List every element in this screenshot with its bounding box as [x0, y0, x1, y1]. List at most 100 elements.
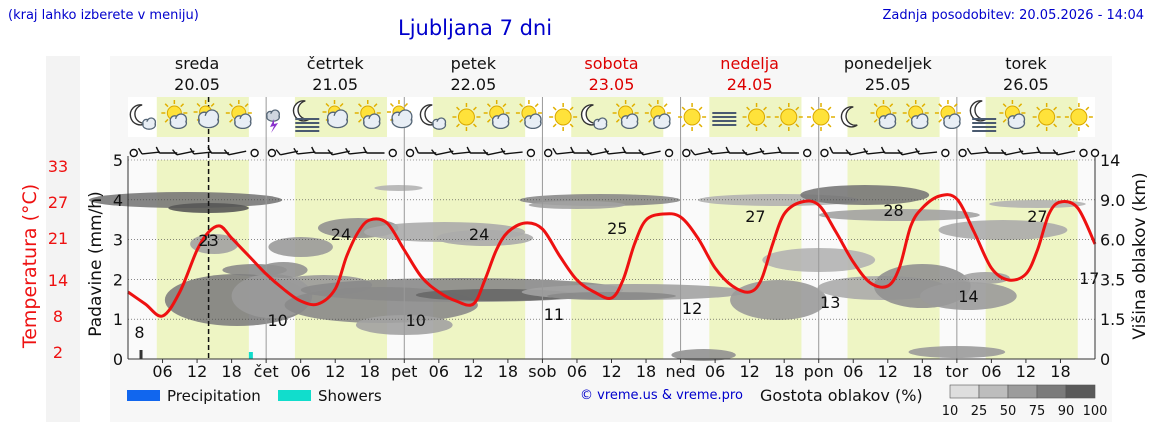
day-date: 25.05 [865, 75, 911, 94]
wind-barb-icon [414, 146, 437, 154]
sun-cloud-icon [483, 100, 510, 130]
temp-tick-label: 21 [48, 229, 68, 248]
wind-calm-icon [405, 148, 415, 158]
temperature-label: 17 [1079, 269, 1099, 288]
day-name: sobota [584, 54, 638, 73]
temperature-label: 24 [469, 225, 489, 244]
wind-barb-icon [223, 149, 247, 156]
temp-tick-label: 2 [53, 343, 63, 362]
wind-barb-icon [1052, 149, 1076, 156]
temp-axis-label: Temperatura (°C) [19, 184, 41, 349]
moon-icon [840, 106, 858, 128]
sun-cloud-icon [934, 100, 961, 130]
temperature-label: 27 [745, 207, 765, 226]
x-tick-label: 12 [325, 362, 345, 381]
moon-cloud-icon [419, 104, 447, 130]
wind-calm-icon [803, 148, 812, 158]
temperature-label: 27 [1027, 207, 1047, 226]
cloud-blob [671, 349, 736, 361]
region-note[interactable]: (kraj lahko izberete v meniju) [8, 8, 199, 23]
cloud-blob [547, 292, 676, 300]
day-date: 24.05 [727, 75, 773, 94]
temp-tick-label: 14 [48, 271, 68, 290]
wind-barb-icon [604, 147, 627, 155]
wind-calm-icon [267, 148, 277, 158]
cloud-density-level: 100 [1083, 404, 1108, 419]
credit-text[interactable]: © vreme.us & vreme.pro [580, 388, 743, 403]
cloud-blob [938, 220, 1068, 240]
day-name: nedelja [720, 54, 779, 73]
temp-tick-label: 33 [48, 157, 68, 176]
precip-tick-label: 1 [113, 310, 123, 329]
day-name: četrtek [307, 54, 365, 73]
x-tick-label: 18 [221, 362, 241, 381]
wind-barb-icon [914, 147, 938, 155]
sun-icon [452, 103, 481, 131]
cloud-icon [322, 100, 349, 129]
wind-barb-icon [863, 147, 886, 155]
temp-tick-label: 27 [48, 193, 68, 212]
wind-barb-icon [880, 146, 903, 154]
x-tick-label: 06 [705, 362, 725, 381]
wind-barb-icon [552, 147, 575, 155]
sun-icon [1032, 103, 1061, 131]
cloud-density-swatch [1065, 384, 1096, 399]
fog-icon [712, 112, 737, 126]
cloud-density-title: Gostota oblakov (%) [760, 386, 923, 405]
cloud-blob [800, 185, 930, 205]
x-tick-label: tor [946, 362, 969, 381]
cloud-blob [268, 237, 333, 257]
cloud-density-swatch [978, 384, 1009, 399]
wind-barb-icon [741, 149, 765, 156]
x-tick-label: 06 [981, 362, 1001, 381]
sun-cloud-icon [612, 100, 639, 130]
wind-barbs-layer [129, 146, 1100, 158]
wind-barb-icon [1036, 146, 1058, 154]
wind-barb-icon [707, 147, 730, 155]
sun-cloud-icon [870, 100, 897, 130]
temperature-label: 23 [198, 231, 218, 250]
sun-cloud-icon [161, 100, 188, 130]
temperature-label: 10 [267, 311, 287, 330]
cloud-density-level: 10 [942, 404, 959, 419]
left-axis-panel [46, 56, 80, 422]
wind-barb-icon [207, 146, 230, 154]
cloud-density-swatch [949, 384, 980, 399]
x-tick-label: 06 [429, 362, 449, 381]
wind-barb-icon [327, 149, 350, 156]
legend-layer: Precipitation Showers Gostota oblakov (%) 1… [127, 384, 1108, 419]
precip-tick-label: 4 [113, 191, 123, 210]
x-tick-label: čet [254, 362, 279, 381]
x-tick-label: 12 [739, 362, 759, 381]
day-date: 20.05 [174, 75, 220, 94]
daylight-band [156, 160, 249, 359]
wind-barb-icon [189, 147, 212, 155]
day-date: 21.05 [312, 75, 358, 94]
legend-label: Precipitation [167, 387, 261, 405]
wind-barb-icon [293, 147, 316, 155]
x-tick-label: 18 [1050, 362, 1070, 381]
day-name: sreda [175, 54, 219, 73]
cloud-height-tick-label: 6.0 [1100, 231, 1125, 250]
wind-barb-icon [984, 146, 1007, 154]
wind-barb-icon [275, 149, 299, 156]
wind-barb-icon [362, 146, 385, 154]
day-name: torek [1005, 54, 1047, 73]
x-tick-label: 06 [843, 362, 863, 381]
precip-tick-label: 0 [113, 350, 123, 369]
wind-barb-icon [345, 147, 368, 155]
cloud-blob [730, 280, 827, 320]
wind-calm-icon [664, 148, 674, 158]
wind-calm-icon [682, 148, 691, 158]
x-tick-label: sob [528, 362, 556, 381]
wind-barb-icon [172, 149, 195, 156]
legend-swatch [278, 390, 311, 401]
wind-barb-icon [1018, 147, 1041, 155]
wind-barb-icon [500, 147, 523, 155]
wind-barb-icon [759, 147, 782, 155]
wind-barb-icon [845, 149, 868, 156]
moon-fog-icon [292, 100, 320, 132]
cloud-density-level: 50 [1000, 404, 1017, 419]
wind-barb-icon [829, 146, 851, 154]
